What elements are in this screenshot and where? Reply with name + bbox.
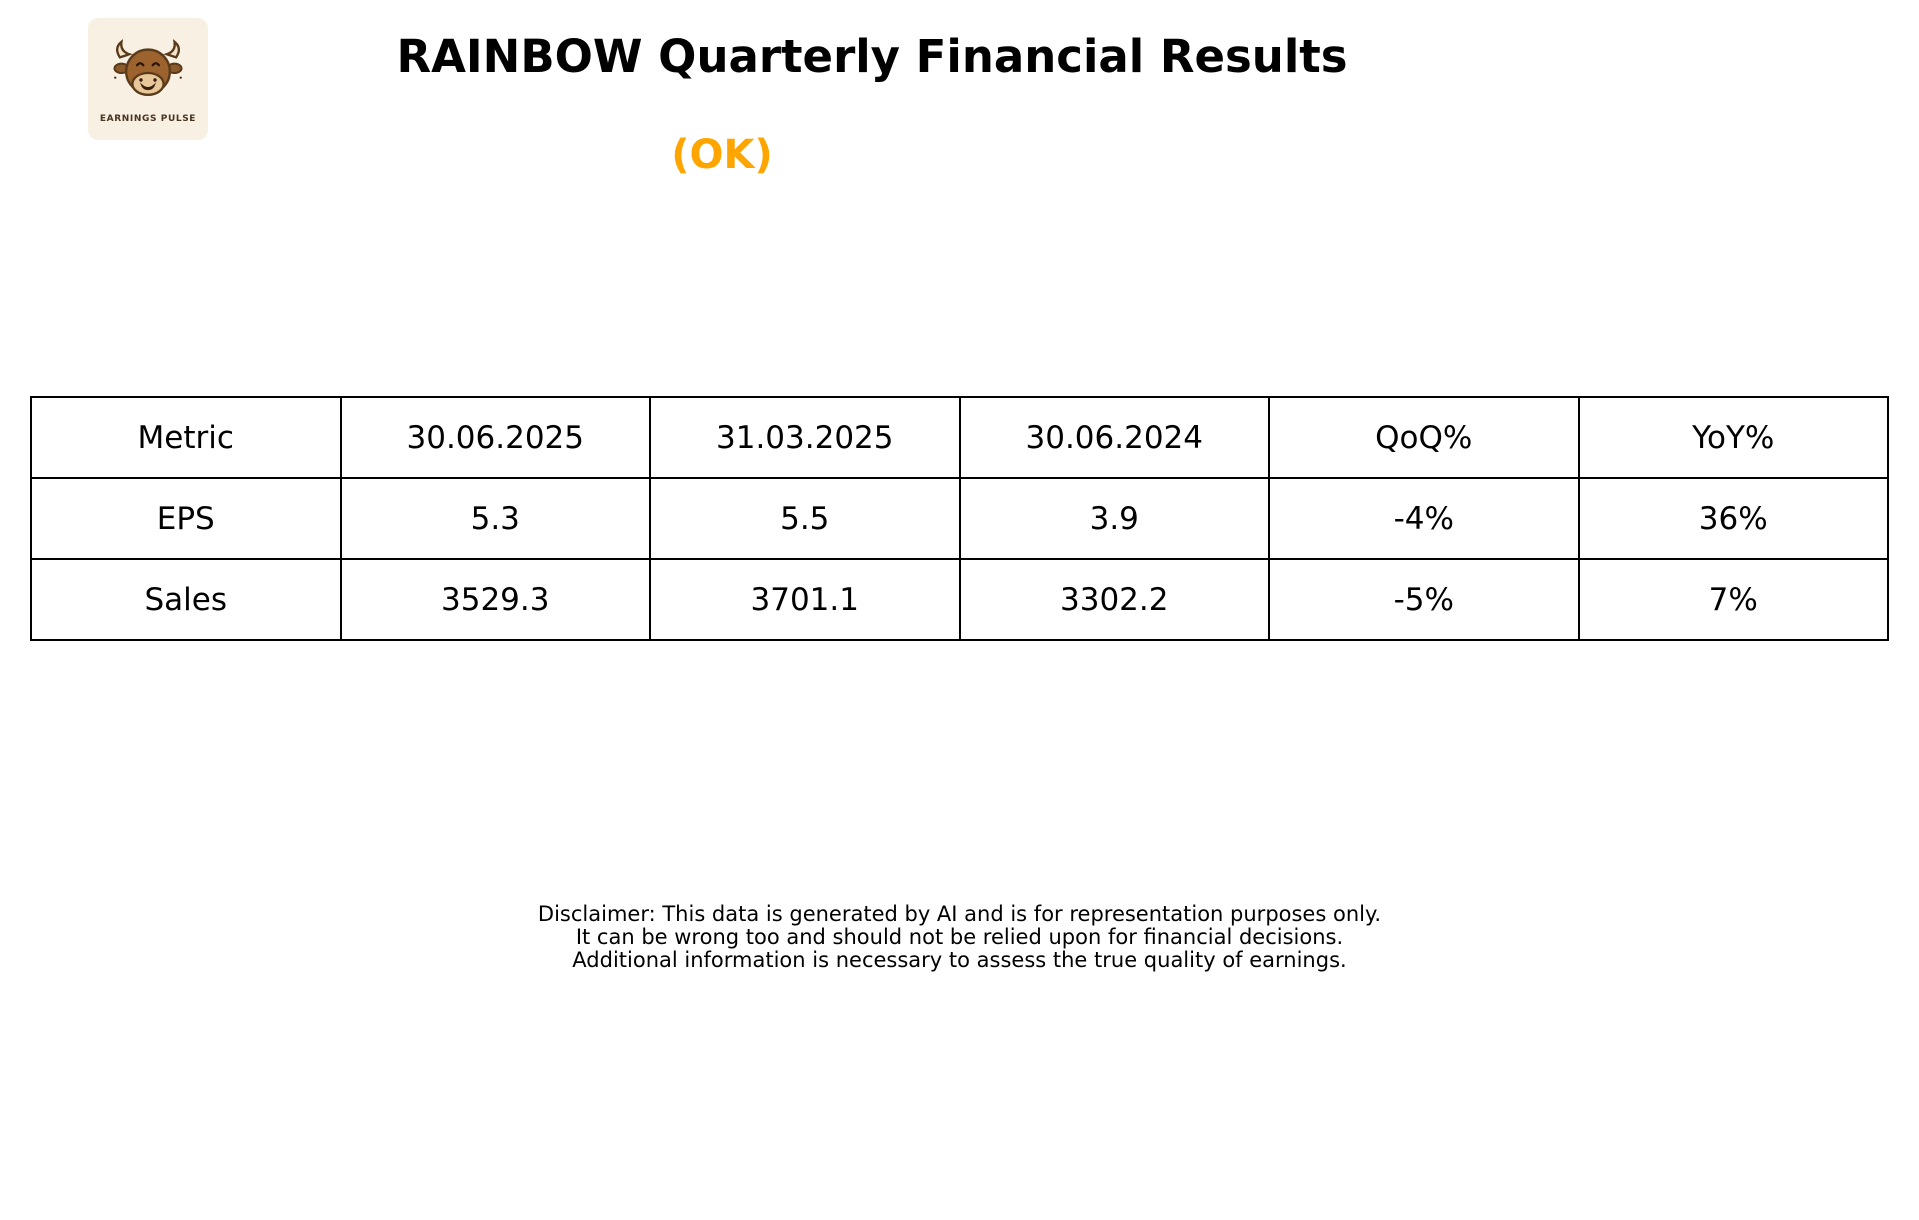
value-cell: 5.3 [339,477,651,560]
financial-results-table: Metric 30.06.2025 31.03.2025 30.06.2024 … [30,396,1889,641]
column-header-yoy: YoY% [1577,396,1889,479]
yoy-cell: 36% [1577,477,1889,560]
bull-icon [113,38,183,97]
value-cell: 5.5 [649,477,961,560]
earnings-pulse-logo: EARNINGS PULSE [88,18,208,140]
value-cell: 3.9 [958,477,1270,560]
page-title: RAINBOW Quarterly Financial Results [396,30,1348,83]
column-header-metric: Metric [30,396,342,479]
metric-cell: EPS [30,477,342,560]
table-header-row: Metric 30.06.2025 31.03.2025 30.06.2024 … [30,396,1889,479]
metric-cell: Sales [30,558,342,641]
column-header-q-yearago: 30.06.2024 [958,396,1270,479]
yoy-cell: 7% [1577,558,1889,641]
column-header-qoq: QoQ% [1268,396,1580,479]
value-cell: 3529.3 [339,558,651,641]
table-row-sales: Sales 3529.3 3701.1 3302.2 -5% 7% [30,558,1889,641]
value-cell: 3701.1 [649,558,961,641]
disclaimer: Disclaimer: This data is generated by AI… [0,903,1919,972]
disclaimer-line: Additional information is necessary to a… [572,948,1347,972]
qoq-cell: -5% [1268,558,1580,641]
value-cell: 3302.2 [958,558,1270,641]
column-header-q-current: 30.06.2025 [339,396,651,479]
status-badge: (OK) [671,132,773,178]
qoq-cell: -4% [1268,477,1580,560]
column-header-q-previous: 31.03.2025 [649,396,961,479]
table-row-eps: EPS 5.3 5.5 3.9 -4% 36% [30,477,1889,560]
disclaimer-line: It can be wrong too and should not be re… [575,925,1344,949]
disclaimer-line: Disclaimer: This data is generated by AI… [537,902,1382,926]
logo-brand-text: EARNINGS PULSE [99,114,197,124]
